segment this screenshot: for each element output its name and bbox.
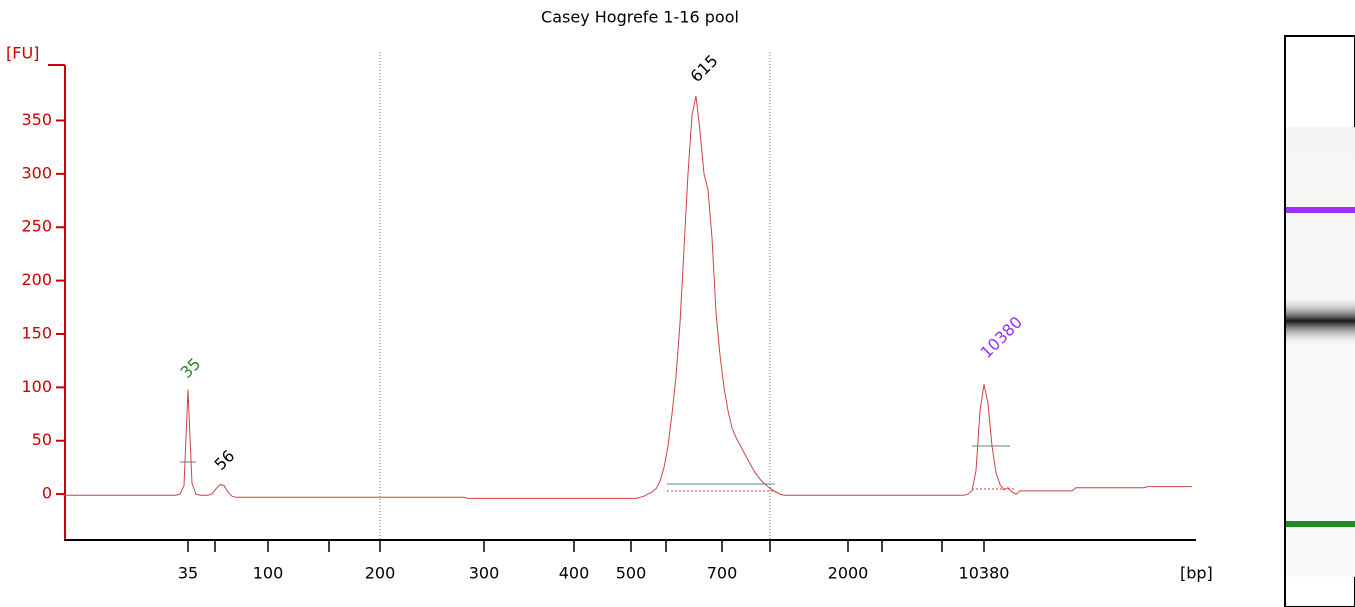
x-tick-label: 200 (365, 564, 396, 583)
x-tick-label: 500 (616, 564, 647, 583)
x-tick-label: 300 (469, 564, 500, 583)
y-tick-label: 100 (21, 377, 52, 396)
x-tick-label: 35 (178, 564, 198, 583)
x-tick-label: 2000 (828, 564, 869, 583)
y-axis-label: [FU] (6, 44, 39, 63)
y-tick-label: 50 (32, 430, 52, 449)
y-tick-label: 350 (21, 110, 52, 129)
y-tick-label: 300 (21, 163, 52, 182)
gel-lane (1284, 35, 1355, 607)
x-tick-label: 10380 (959, 564, 1010, 583)
y-tick-label: 250 (21, 217, 52, 236)
y-tick-label: 150 (21, 323, 52, 342)
peak-label: 56 (211, 446, 239, 474)
y-tick-label: 200 (21, 270, 52, 289)
x-tick-label: 100 (253, 564, 284, 583)
peak-label: 35 (177, 354, 205, 382)
peak-label: 615 (687, 51, 722, 86)
chart-title: Casey Hogrefe 1-16 pool (541, 8, 739, 27)
y-tick-label: 0 (42, 484, 52, 503)
peak-label: 10380 (977, 313, 1026, 362)
x-tick-label: 700 (707, 564, 738, 583)
trace (64, 95, 1192, 499)
x-axis-label: [bp] (1180, 564, 1213, 583)
x-tick-label: 400 (559, 564, 590, 583)
